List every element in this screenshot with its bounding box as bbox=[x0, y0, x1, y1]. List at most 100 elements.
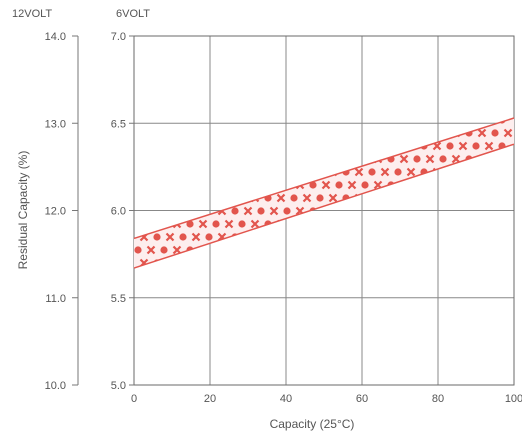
pattern-cross bbox=[198, 141, 208, 151]
pattern-dot bbox=[387, 259, 395, 267]
pattern-dot bbox=[342, 142, 350, 150]
pattern-cross bbox=[276, 167, 286, 177]
pattern-cross bbox=[484, 193, 494, 203]
pattern-cross bbox=[172, 118, 182, 125]
pattern-cross bbox=[503, 180, 513, 190]
pattern-dot bbox=[316, 142, 324, 150]
tick-label-x: 20 bbox=[204, 393, 216, 405]
pattern-dot bbox=[446, 220, 454, 228]
pattern-cross bbox=[321, 232, 331, 242]
pattern-cross bbox=[243, 154, 253, 164]
pattern-cross bbox=[503, 258, 513, 268]
pattern-dot bbox=[446, 194, 454, 202]
pattern-dot bbox=[439, 259, 447, 267]
pattern-cross bbox=[250, 219, 260, 229]
pattern-cross bbox=[191, 128, 201, 138]
pattern-dot bbox=[368, 118, 376, 124]
pattern-dot bbox=[283, 233, 291, 241]
pattern-cross bbox=[302, 245, 312, 255]
pattern-cross bbox=[224, 245, 234, 255]
pattern-dot bbox=[212, 194, 220, 202]
pattern-dot bbox=[153, 129, 161, 137]
pattern-dot bbox=[238, 168, 246, 176]
pattern-dot bbox=[342, 118, 350, 124]
pattern-dot bbox=[335, 129, 343, 137]
pattern-cross bbox=[503, 232, 513, 242]
pattern-dot bbox=[283, 129, 291, 137]
pattern-cross bbox=[191, 232, 201, 242]
pattern-cross bbox=[302, 219, 312, 229]
pattern-cross bbox=[373, 128, 383, 138]
pattern-dot bbox=[335, 259, 343, 267]
pattern-cross bbox=[250, 118, 260, 125]
pattern-dot bbox=[491, 181, 499, 189]
pattern-cross bbox=[243, 128, 253, 138]
pattern-dot bbox=[394, 246, 402, 254]
pattern-dot bbox=[491, 233, 499, 241]
pattern-dot bbox=[498, 168, 506, 176]
pattern-cross bbox=[269, 154, 279, 164]
tick-label-x: 40 bbox=[280, 393, 292, 405]
pattern-dot bbox=[472, 194, 480, 202]
pattern-cross bbox=[217, 258, 227, 268]
left-tick-labels: 10.0 11.0 12.0 13.0 14.0 bbox=[45, 31, 78, 392]
pattern-cross bbox=[276, 118, 286, 125]
pattern-dot bbox=[179, 233, 187, 241]
band-area bbox=[134, 118, 514, 269]
pattern-dot bbox=[153, 233, 161, 241]
pattern-dot bbox=[446, 142, 454, 150]
pattern-dot bbox=[420, 246, 428, 254]
pattern-cross bbox=[380, 193, 390, 203]
right-tick-labels: 5.0 5.5 6.0 6.5 7.0 bbox=[111, 31, 134, 392]
pattern-dot bbox=[335, 155, 343, 163]
pattern-dot bbox=[387, 129, 395, 137]
pattern-cross bbox=[198, 219, 208, 229]
pattern-cross bbox=[380, 167, 390, 177]
pattern-dot bbox=[465, 259, 473, 267]
pattern-dot bbox=[413, 129, 421, 137]
tick-label-6v: 6.0 bbox=[111, 206, 126, 218]
pattern-dot bbox=[212, 142, 220, 150]
pattern-dot bbox=[387, 233, 395, 241]
pattern-cross bbox=[198, 193, 208, 203]
pattern-dot bbox=[212, 220, 220, 228]
pattern-cross bbox=[302, 193, 312, 203]
pattern-dot bbox=[212, 118, 220, 124]
pattern-dot bbox=[160, 142, 168, 150]
pattern-dot bbox=[264, 246, 272, 254]
pattern-dot bbox=[212, 246, 220, 254]
pattern-dot bbox=[160, 194, 168, 202]
pattern-cross bbox=[139, 128, 149, 138]
pattern-cross bbox=[217, 128, 227, 138]
pattern-cross bbox=[484, 219, 494, 229]
pattern-cross bbox=[477, 232, 487, 242]
pattern-dot bbox=[413, 155, 421, 163]
pattern-cross bbox=[269, 206, 279, 216]
pattern-cross bbox=[146, 167, 156, 177]
tick-label-x: 80 bbox=[432, 393, 444, 405]
pattern-cross bbox=[425, 180, 435, 190]
y-axis-label: Residual Capacity (%) bbox=[16, 151, 30, 270]
pattern-cross bbox=[250, 167, 260, 177]
pattern-cross bbox=[243, 258, 253, 268]
pattern-cross bbox=[191, 154, 201, 164]
pattern-dot bbox=[368, 142, 376, 150]
pattern-cross bbox=[328, 141, 338, 151]
pattern-cross bbox=[224, 193, 234, 203]
pattern-dot bbox=[290, 168, 298, 176]
pattern-dot bbox=[179, 155, 187, 163]
pattern-cross bbox=[354, 219, 364, 229]
pattern-cross bbox=[198, 167, 208, 177]
pattern-cross bbox=[321, 258, 331, 268]
pattern-dot bbox=[439, 155, 447, 163]
pattern-dot bbox=[134, 220, 142, 228]
pattern-cross bbox=[217, 154, 227, 164]
pattern-cross bbox=[354, 141, 364, 151]
pattern-dot bbox=[309, 181, 317, 189]
pattern-cross bbox=[146, 141, 156, 151]
pattern-dot bbox=[316, 118, 324, 124]
pattern-cross bbox=[425, 232, 435, 242]
pattern-dot bbox=[231, 155, 239, 163]
pattern-dot bbox=[186, 118, 194, 124]
pattern-dot bbox=[264, 142, 272, 150]
